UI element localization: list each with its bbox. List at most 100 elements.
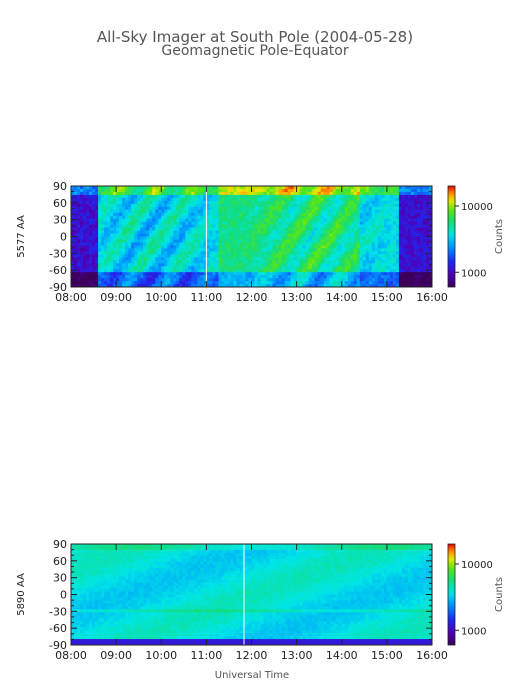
heatmap-cell xyxy=(134,612,138,616)
heatmap-cell xyxy=(77,612,81,616)
heatmap-cell xyxy=(176,281,180,285)
heatmap-cell xyxy=(170,230,174,234)
heatmap-cell xyxy=(98,269,102,273)
heatmap-cell xyxy=(95,230,99,234)
heatmap-cell xyxy=(299,248,304,252)
heatmap-cell xyxy=(266,278,270,282)
heatmap-cell xyxy=(380,209,385,214)
heatmap-cell xyxy=(116,591,120,595)
heatmap-cell xyxy=(77,591,81,595)
heatmap-cell xyxy=(287,212,292,217)
heatmap-cell xyxy=(248,248,252,252)
heatmap-cell xyxy=(278,242,282,246)
heatmap-cell xyxy=(320,275,325,279)
heatmap-cell xyxy=(101,633,105,637)
heatmap-cell xyxy=(92,266,96,270)
heatmap-cell xyxy=(185,227,189,231)
heatmap-cell xyxy=(341,230,346,234)
heatmap-cell xyxy=(350,278,355,282)
heatmap-cell xyxy=(224,206,228,211)
heatmap-cell xyxy=(296,224,301,228)
heatmap-cell xyxy=(365,284,370,288)
heatmap-cell xyxy=(188,236,192,240)
heatmap-cell xyxy=(245,239,249,243)
heatmap-cell xyxy=(95,630,99,634)
heatmap-cell xyxy=(173,257,177,261)
heatmap-cell xyxy=(389,257,394,261)
heatmap-cell xyxy=(251,239,255,243)
heatmap-cell xyxy=(338,245,343,249)
heatmap-cell xyxy=(107,567,111,572)
heatmap-cell xyxy=(413,236,418,240)
heatmap-cell xyxy=(398,233,403,237)
heatmap-cell xyxy=(245,224,249,228)
heatmap-cell xyxy=(71,197,75,202)
heatmap-cell xyxy=(86,558,90,563)
heatmap-cell xyxy=(128,188,132,193)
heatmap-cell xyxy=(356,248,361,252)
heatmap-cell xyxy=(122,230,126,234)
heatmap-cell xyxy=(362,269,367,273)
heatmap-cell xyxy=(254,254,258,258)
heatmap-cell xyxy=(281,191,285,196)
heatmap-cell xyxy=(428,275,433,279)
heatmap-cell xyxy=(257,191,261,196)
heatmap-cell xyxy=(269,284,273,288)
heatmap-cell xyxy=(110,272,114,276)
heatmap-cell xyxy=(110,254,114,258)
heatmap-cell xyxy=(131,206,135,211)
heatmap-cell xyxy=(317,212,322,217)
heatmap-cell xyxy=(347,260,352,264)
heatmap-cell xyxy=(254,266,258,270)
heatmap-cell xyxy=(257,230,261,234)
heatmap-cell xyxy=(173,206,177,211)
heatmap-cell xyxy=(383,275,388,279)
heatmap-cell xyxy=(92,230,96,234)
heatmap-cell xyxy=(131,257,135,261)
heatmap-cell xyxy=(167,206,171,211)
heatmap-cell xyxy=(185,230,189,234)
heatmap-cell xyxy=(119,206,123,211)
heatmap-cell xyxy=(104,642,108,646)
heatmap-cell xyxy=(215,260,219,264)
heatmap-cell xyxy=(71,582,75,586)
heatmap-cell xyxy=(134,212,138,217)
heatmap-cell xyxy=(224,239,228,243)
heatmap-cell xyxy=(374,239,379,243)
heatmap-cell xyxy=(140,188,144,193)
heatmap-cell xyxy=(380,269,385,273)
heatmap-cell xyxy=(113,591,117,595)
heatmap-cell xyxy=(152,272,156,276)
heatmap-cell xyxy=(392,197,397,202)
heatmap-cell xyxy=(98,591,102,595)
heatmap-cell xyxy=(251,197,255,202)
heatmap-cell xyxy=(176,212,180,217)
heatmap-cell xyxy=(317,260,322,264)
heatmap-cell xyxy=(380,186,385,190)
heatmap-cell xyxy=(176,197,180,202)
heatmap-cell xyxy=(404,224,409,228)
heatmap-cell xyxy=(326,284,331,288)
heatmap-cell xyxy=(350,206,355,211)
heatmap-cell xyxy=(92,615,96,619)
heatmap-cell xyxy=(143,275,147,279)
heatmap-cell xyxy=(143,582,147,586)
heatmap-cell xyxy=(155,227,159,231)
heatmap-cell xyxy=(80,579,84,584)
heatmap-cell xyxy=(122,200,126,205)
heatmap-cell xyxy=(356,200,361,205)
heatmap-cell xyxy=(155,248,159,252)
heatmap-cell xyxy=(401,257,406,261)
heatmap-cell xyxy=(146,197,150,202)
heatmap-cell xyxy=(350,197,355,202)
heatmap-cell xyxy=(389,200,394,205)
heatmap-cell xyxy=(89,561,93,566)
heatmap-cell xyxy=(182,221,186,226)
heatmap-cell xyxy=(167,263,171,267)
heatmap-cell xyxy=(323,239,328,243)
heatmap-cell xyxy=(242,218,246,223)
heatmap-cell xyxy=(146,269,150,273)
heatmap-cell xyxy=(125,606,129,610)
heatmap-cell xyxy=(206,212,210,217)
heatmap-cell xyxy=(410,275,415,279)
